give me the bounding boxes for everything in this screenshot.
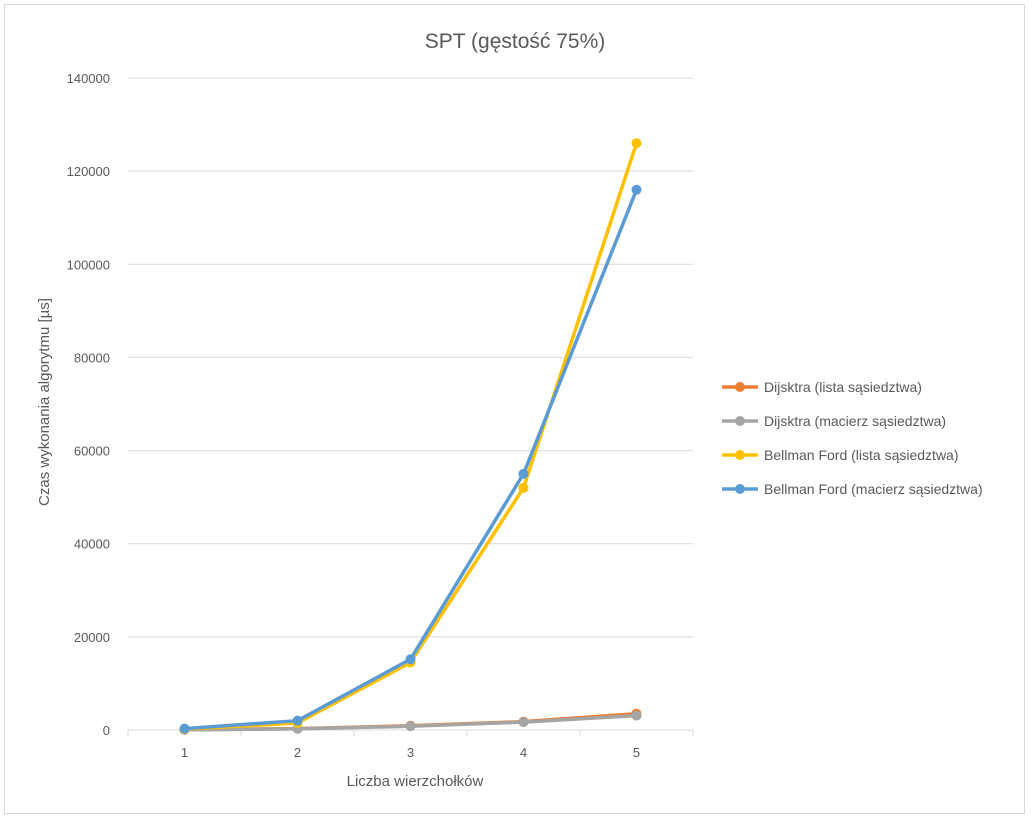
data-point <box>179 723 190 734</box>
y-tick-label: 60000 <box>74 444 110 459</box>
series-line <box>182 141 639 731</box>
legend-item: Dijsktra (macierz sąsiedztwa) <box>722 413 946 429</box>
x-tick-label: 1 <box>181 745 188 760</box>
legend-label: Dijsktra (lista sąsiedztwa) <box>764 379 922 395</box>
legend-item: Bellman Ford (lista sąsiedztwa) <box>722 447 959 463</box>
x-tick-label: 5 <box>633 745 640 760</box>
gridlines <box>128 77 693 731</box>
series-line <box>182 188 639 731</box>
chart-frame <box>4 4 1025 814</box>
y-tick-label: 40000 <box>74 537 110 552</box>
data-point <box>518 717 529 728</box>
x-tick-label: 2 <box>294 745 301 760</box>
legend-item: Dijsktra (lista sąsiedztwa) <box>722 379 922 395</box>
legend-marker <box>735 484 745 494</box>
legend: Dijsktra (lista sąsiedztwa) Dijsktra (mac… <box>722 379 983 497</box>
data-point <box>631 138 642 149</box>
data-point <box>292 715 303 726</box>
legend-item: Bellman Ford (macierz sąsiedztwa) <box>722 481 983 497</box>
y-tick-label: 100000 <box>67 257 110 272</box>
x-tick-label: 3 <box>407 745 414 760</box>
series-2 <box>179 138 642 735</box>
series-group <box>179 138 642 735</box>
legend-label: Dijsktra (macierz sąsiedztwa) <box>764 413 946 429</box>
legend-marker <box>735 416 745 426</box>
data-point <box>405 654 416 665</box>
series-3 <box>179 184 642 734</box>
x-tick-label: 4 <box>520 745 527 760</box>
y-tick-label: 0 <box>103 723 110 738</box>
data-point <box>631 184 642 195</box>
data-point <box>631 710 642 721</box>
data-point <box>405 721 416 732</box>
chart-title: SPT (gęstość 75%) <box>425 30 606 53</box>
data-point <box>518 482 529 493</box>
x-axis-label: Liczba wierzchołków <box>347 773 484 790</box>
data-point <box>518 468 529 479</box>
legend-label: Bellman Ford (macierz sąsiedztwa) <box>764 481 983 497</box>
y-tick-label: 120000 <box>67 164 110 179</box>
x-axis: 1 2 3 4 5 <box>127 730 694 760</box>
y-tick-label: 20000 <box>74 630 110 645</box>
y-tick-label: 80000 <box>74 350 110 365</box>
y-axis-ticks: 0 20000 40000 60000 80000 100000 120000 140000 <box>67 71 110 738</box>
y-axis-label: Czas wykonania algorytmu [µs] <box>36 298 53 506</box>
legend-label: Bellman Ford (lista sąsiedztwa) <box>764 447 959 463</box>
y-tick-label: 140000 <box>67 71 110 86</box>
legend-marker <box>735 382 745 392</box>
legend-marker <box>735 450 745 460</box>
